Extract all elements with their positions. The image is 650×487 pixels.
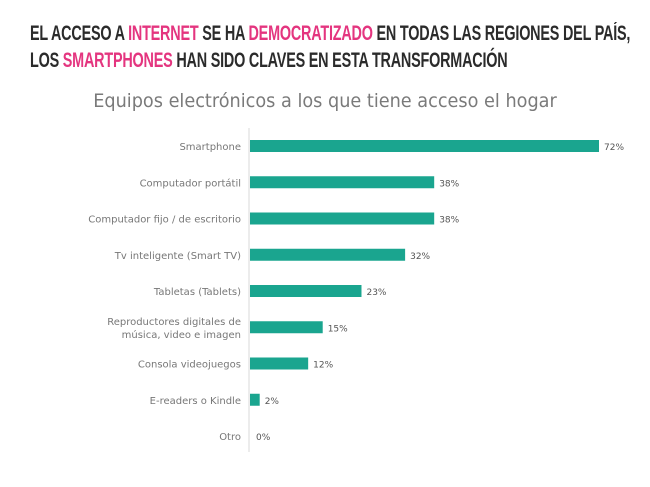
bar — [250, 393, 260, 406]
headline-highlight: INTERNET — [128, 22, 199, 45]
category-label: Tabletas (Tablets) — [153, 287, 241, 298]
category-label: Computador portátil — [140, 177, 241, 189]
data-label: 12% — [313, 361, 333, 371]
data-label: 15% — [328, 324, 348, 334]
chart-title: Equipos electrónicos a los que tiene acc… — [93, 90, 557, 112]
headline-text: LOS — [30, 49, 63, 72]
category-label: Otro — [219, 432, 241, 443]
data-label: 2% — [265, 397, 280, 407]
data-label: 72% — [604, 143, 624, 153]
category-label: Smartphone — [179, 142, 241, 153]
category-label: E-readers o Kindle — [150, 396, 241, 407]
data-label: 0% — [256, 433, 271, 443]
bar — [250, 321, 323, 334]
data-label: 38% — [439, 216, 459, 226]
bar — [250, 248, 406, 261]
headline-text: EL ACCESO A — [30, 22, 129, 45]
headline-highlight: DEMOCRATIZADO — [248, 22, 373, 45]
data-label: 23% — [366, 288, 386, 298]
bar — [250, 176, 435, 189]
headline-text: EN TODAS LAS REGIONES DEL PAÍS, — [372, 22, 631, 45]
headline-text: SE HA — [198, 22, 249, 45]
headline: EL ACCESO A INTERNET SE HA DEMOCRATIZADO… — [30, 20, 630, 74]
category-label: Computador fijo / de escritorio — [88, 215, 241, 226]
bar — [250, 212, 435, 225]
headline-line-1: EL ACCESO A INTERNET SE HA DEMOCRATIZADO… — [30, 20, 630, 47]
headline-text: HAN SIDO CLAVES EN ESTA TRANSFORMACIÓN — [172, 49, 508, 72]
bar — [250, 285, 362, 297]
category-label: música, video e imagen — [122, 329, 241, 341]
headline-highlight: SMARTPHONES — [62, 49, 173, 72]
bar — [250, 357, 309, 370]
category-label: Reproductores digitales de — [107, 317, 241, 328]
bar — [250, 140, 599, 152]
data-label: 38% — [439, 179, 459, 189]
headline-line-2: LOS SMARTPHONES HAN SIDO CLAVES EN ESTA … — [30, 47, 630, 74]
category-label: Consola videojuegos — [138, 360, 241, 371]
category-label: Tv inteligente (Smart TV) — [114, 251, 241, 262]
data-label: 32% — [410, 252, 430, 262]
